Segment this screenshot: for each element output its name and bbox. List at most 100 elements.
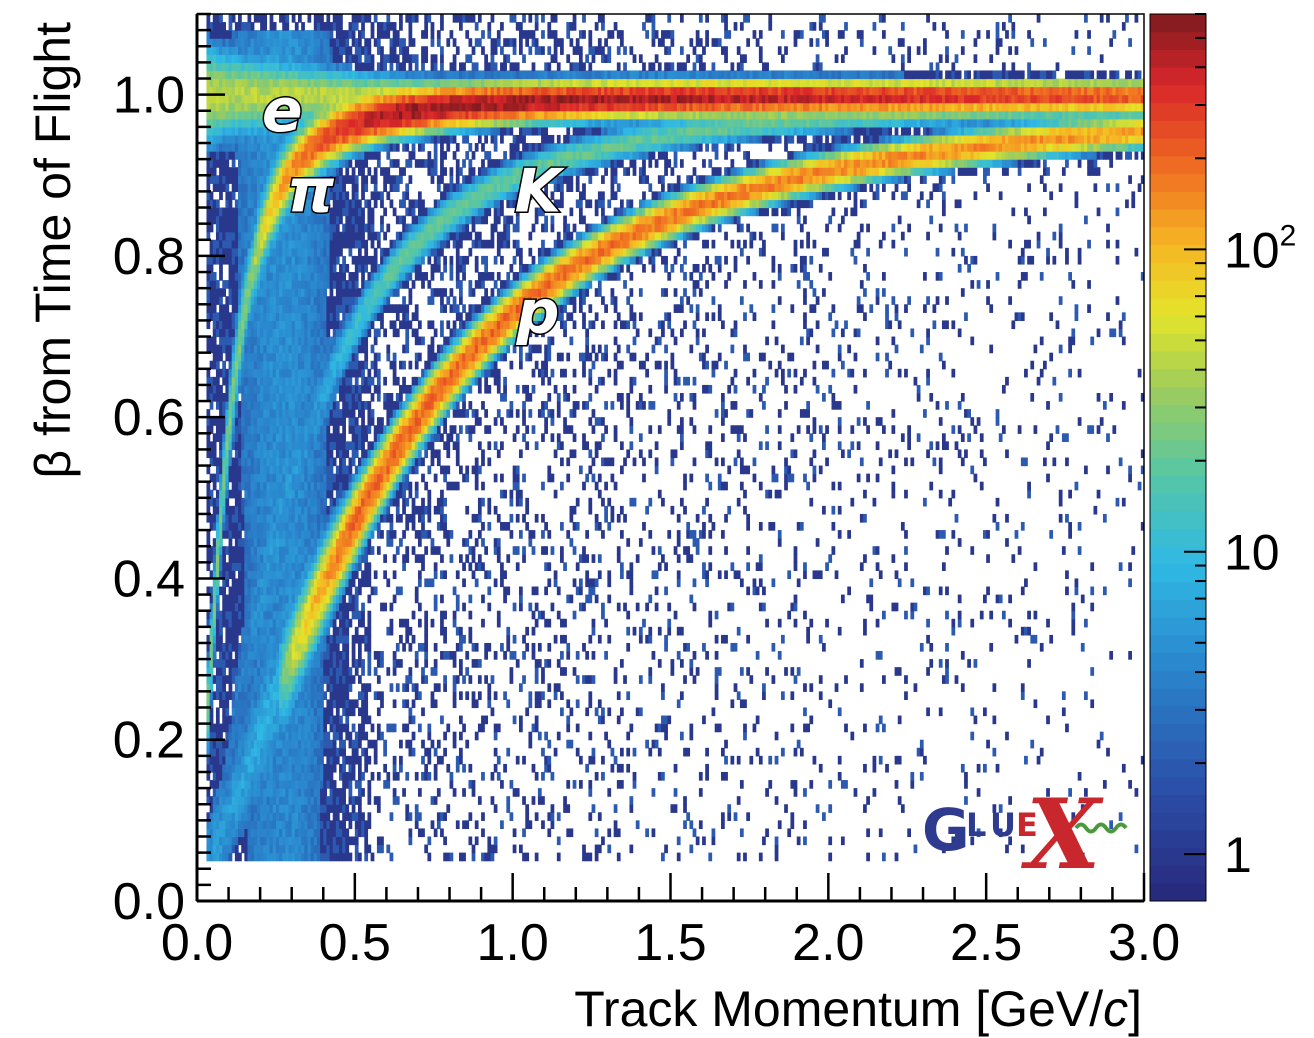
heatmap-cell (241, 304, 245, 313)
heatmap-cell (212, 449, 217, 459)
heatmap-cell (348, 780, 353, 789)
heatmap-cell (234, 320, 239, 330)
heatmap-cell (332, 763, 337, 773)
heatmap-cell (234, 70, 239, 80)
heatmap-cell (231, 828, 236, 838)
heatmap-cell (228, 594, 233, 604)
heatmap-cell (212, 618, 217, 628)
heatmap-cell (206, 126, 211, 136)
heatmap-cell (215, 683, 220, 692)
heatmap-cell (228, 828, 233, 838)
heatmap-cell (250, 441, 255, 451)
heatmap-cell (256, 578, 261, 588)
heatmap-cell (225, 392, 230, 402)
heatmap-cell (212, 651, 217, 660)
heatmap-cell (228, 836, 233, 846)
heatmap-cell (238, 820, 242, 830)
heatmap-cell (225, 651, 230, 660)
heatmap-cell (215, 368, 220, 378)
heatmap-cell (241, 465, 245, 475)
heatmap-cell (256, 755, 261, 765)
heatmap-cell (253, 94, 258, 104)
heatmap-cell (231, 771, 236, 781)
heatmap-cell (209, 675, 214, 684)
heatmap-cell (244, 852, 249, 862)
heatmap-cell (256, 836, 261, 846)
heatmap-cell (212, 159, 217, 168)
heatmap-cell (209, 134, 214, 144)
heatmap-cell (241, 38, 245, 47)
heatmap-cell (215, 747, 220, 757)
heatmap-cell (244, 263, 249, 273)
heatmap-cell (209, 401, 214, 410)
heatmap-cell (361, 231, 365, 241)
heatmap-cell (212, 38, 217, 47)
heatmap-cell (238, 102, 242, 112)
heatmap-cell (234, 280, 239, 289)
heatmap-cell (250, 22, 255, 31)
heatmap-cell (219, 433, 223, 442)
heatmap-cell (209, 280, 214, 289)
heatmap-cell (225, 312, 230, 322)
heatmap-cell (234, 223, 239, 233)
heatmap-cell (364, 852, 369, 862)
heatmap-cell (234, 755, 239, 765)
heatmap-cell (247, 594, 252, 604)
heatmap-cell (244, 360, 249, 370)
heatmap-cell (241, 320, 245, 330)
heatmap-cell (357, 755, 362, 765)
heatmap-cell (238, 715, 242, 725)
heatmap-cell (250, 602, 255, 612)
heatmap-cell (225, 231, 230, 241)
heatmap-cell (219, 699, 223, 709)
heatmap-cell (219, 820, 223, 830)
heatmap-cell (354, 699, 359, 709)
heatmap-cell (247, 167, 252, 176)
heatmap-cell (231, 626, 236, 636)
heatmap-cell (212, 538, 217, 547)
heatmap-cell (256, 723, 261, 733)
heatmap-cell (234, 417, 239, 426)
heatmap-cell (307, 14, 312, 23)
heatmap-cell (228, 86, 233, 96)
heatmap-cell (206, 618, 211, 628)
heatmap-cell (234, 272, 239, 281)
heatmap-cell (250, 352, 255, 362)
heatmap-cell (250, 788, 255, 797)
heatmap-cell (222, 530, 227, 539)
heatmap-cell (222, 94, 227, 104)
heatmap-cell (222, 562, 227, 571)
heatmap-cell (335, 812, 340, 821)
heatmap-cell (250, 522, 255, 531)
heatmap-cell (253, 336, 258, 346)
heatmap-cell (234, 796, 239, 805)
heatmap-cell (219, 626, 223, 636)
heatmap-cell (231, 417, 236, 426)
heatmap-cell (241, 618, 245, 628)
heatmap-cell (209, 296, 214, 305)
heatmap-cell (253, 489, 258, 499)
heatmap-cell (256, 844, 261, 854)
heatmap-cell (342, 763, 346, 773)
heatmap-cell (209, 707, 214, 717)
heatmap-cell (323, 497, 328, 507)
heatmap-cell (238, 344, 242, 354)
heatmap-cell (231, 530, 236, 539)
heatmap-cell (215, 38, 220, 47)
heatmap-cell (238, 425, 242, 434)
heatmap-cell (219, 788, 223, 797)
heatmap-cell (244, 231, 249, 241)
heatmap-cell (256, 594, 261, 604)
heatmap-cell (228, 780, 233, 789)
heatmap-cell (219, 828, 223, 838)
heatmap-cell (326, 812, 331, 821)
heatmap-cell (250, 667, 255, 676)
heatmap-cell (222, 586, 227, 596)
heatmap-cell (256, 368, 261, 378)
heatmap-cell (354, 376, 359, 386)
heatmap-cell (234, 683, 239, 692)
heatmap-cell (222, 392, 227, 402)
heatmap-cell (250, 554, 255, 563)
heatmap-cell (253, 401, 258, 410)
heatmap-cell (260, 328, 264, 338)
